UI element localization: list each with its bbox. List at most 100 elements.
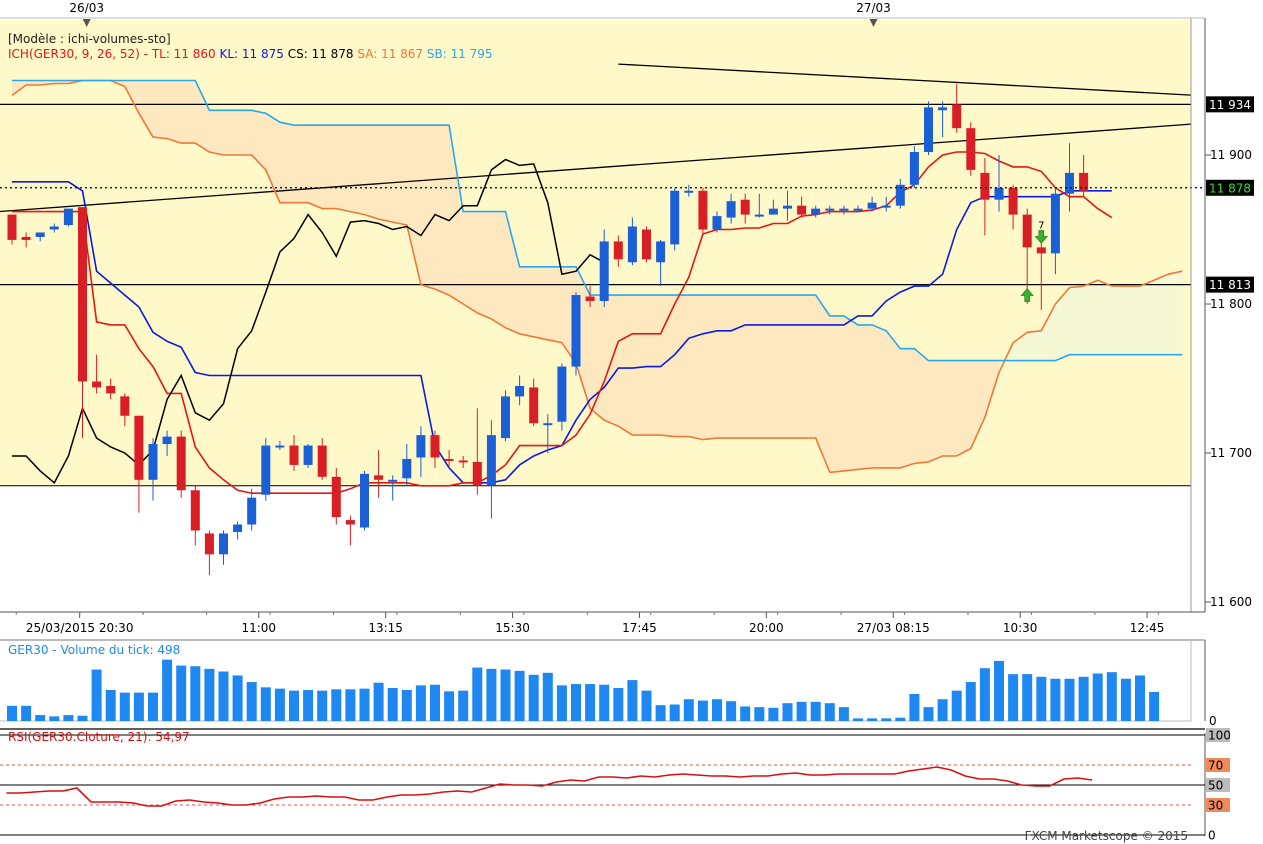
volume-bar bbox=[7, 705, 17, 721]
cloud-segment bbox=[308, 125, 323, 209]
volume-bar bbox=[1135, 675, 1145, 721]
price-axis-label: 11 600 bbox=[1210, 595, 1252, 609]
candle-body bbox=[106, 385, 116, 394]
candle bbox=[740, 193, 750, 224]
cloud-segment bbox=[618, 295, 633, 436]
volume-bar bbox=[655, 705, 666, 721]
template-label: [Modèle : ichi-volumes-sto] bbox=[8, 32, 171, 46]
candle-body bbox=[317, 445, 327, 477]
volume-bar bbox=[148, 692, 158, 721]
volume-bar bbox=[345, 689, 356, 721]
candle bbox=[627, 217, 637, 266]
date-marker-triangle-icon bbox=[869, 19, 878, 27]
candle bbox=[1050, 187, 1060, 275]
cloud-segment bbox=[956, 360, 971, 456]
cloud-segment bbox=[1111, 286, 1126, 355]
cloud-segment bbox=[505, 211, 520, 334]
candle bbox=[120, 393, 130, 427]
candle-body bbox=[7, 214, 17, 240]
cloud-segment bbox=[1097, 280, 1112, 355]
volume-bar bbox=[796, 701, 807, 721]
cloud-segment bbox=[477, 211, 492, 319]
time-axis-label: 11:00 bbox=[241, 621, 276, 635]
cloud-segment bbox=[406, 125, 421, 285]
volume-bar bbox=[881, 718, 892, 721]
cloud-segment bbox=[886, 330, 901, 468]
candle-body bbox=[416, 435, 426, 458]
indicator-value-0: ICH(GER30, 9, 26, 52) - bbox=[8, 47, 152, 61]
volume-bar bbox=[768, 707, 779, 721]
candle bbox=[613, 235, 623, 267]
candle bbox=[176, 430, 186, 498]
candle bbox=[670, 187, 680, 251]
candle-body bbox=[825, 208, 835, 211]
cloud-segment bbox=[590, 295, 605, 421]
volume-bar bbox=[119, 692, 130, 721]
volume-bar bbox=[204, 668, 215, 721]
volume-bar bbox=[937, 699, 948, 721]
volume-bar bbox=[387, 688, 398, 721]
rsi-level-box bbox=[1206, 828, 1230, 842]
cloud-segment bbox=[787, 295, 802, 439]
candle-body bbox=[895, 184, 905, 206]
cloud-segment bbox=[801, 295, 816, 439]
candle-body bbox=[980, 172, 990, 200]
candle bbox=[684, 184, 694, 197]
candle bbox=[867, 196, 877, 212]
candle-body bbox=[740, 199, 750, 215]
candle-body bbox=[839, 208, 849, 211]
rsi-axis-label: 30 bbox=[1208, 799, 1223, 813]
volume-bar bbox=[867, 718, 878, 721]
volume-bar bbox=[458, 690, 469, 721]
cloud-segment bbox=[195, 80, 210, 153]
candle-body bbox=[909, 152, 919, 185]
candle-body bbox=[219, 533, 228, 555]
candle-body bbox=[190, 490, 200, 531]
candle bbox=[768, 199, 778, 215]
candle-body bbox=[783, 205, 792, 209]
volume-bar bbox=[641, 690, 652, 721]
time-axis-label: 17:45 bbox=[622, 621, 657, 635]
candle bbox=[190, 485, 200, 546]
indicator-values: ICH(GER30, 9, 26, 52) - TL: 11 860 KL: 1… bbox=[8, 47, 493, 61]
candle-body bbox=[585, 296, 595, 302]
candle bbox=[656, 239, 666, 287]
date-marker-label: 27/03 bbox=[856, 1, 891, 15]
candle bbox=[374, 450, 384, 498]
candle-body bbox=[275, 445, 285, 448]
candle bbox=[839, 205, 849, 215]
candle-body bbox=[698, 190, 708, 230]
candle-body bbox=[120, 396, 130, 416]
price-axis-label: 11 800 bbox=[1210, 297, 1252, 311]
volume-bar bbox=[895, 717, 906, 721]
candle-body bbox=[656, 241, 666, 263]
cloud-segment bbox=[336, 125, 351, 212]
candle bbox=[1008, 184, 1018, 230]
candle bbox=[712, 211, 722, 233]
candle-body bbox=[994, 187, 1004, 200]
candle-body bbox=[754, 214, 764, 217]
candle bbox=[486, 420, 496, 519]
cloud-segment bbox=[1168, 271, 1183, 355]
candle-body bbox=[501, 396, 510, 439]
cloud-segment bbox=[12, 80, 27, 96]
candle bbox=[233, 521, 243, 540]
candle bbox=[698, 187, 708, 236]
volume-bar bbox=[838, 707, 849, 721]
candle bbox=[952, 83, 962, 133]
rsi-axis-label: 0 bbox=[1208, 829, 1216, 843]
time-axis-label: 15:30 bbox=[495, 621, 530, 635]
cloud-segment bbox=[350, 125, 365, 215]
volume-bar bbox=[951, 690, 962, 721]
volume-bar bbox=[486, 668, 497, 721]
candle bbox=[585, 286, 595, 307]
cloud-segment bbox=[702, 295, 717, 440]
buy-signal-arrow-icon bbox=[1020, 288, 1034, 302]
cloud-segment bbox=[1154, 274, 1169, 355]
candle bbox=[21, 232, 31, 248]
cloud-segment bbox=[1041, 304, 1056, 361]
cloud-segment bbox=[1083, 280, 1098, 355]
volume-bar bbox=[542, 672, 553, 721]
candle bbox=[360, 470, 369, 531]
